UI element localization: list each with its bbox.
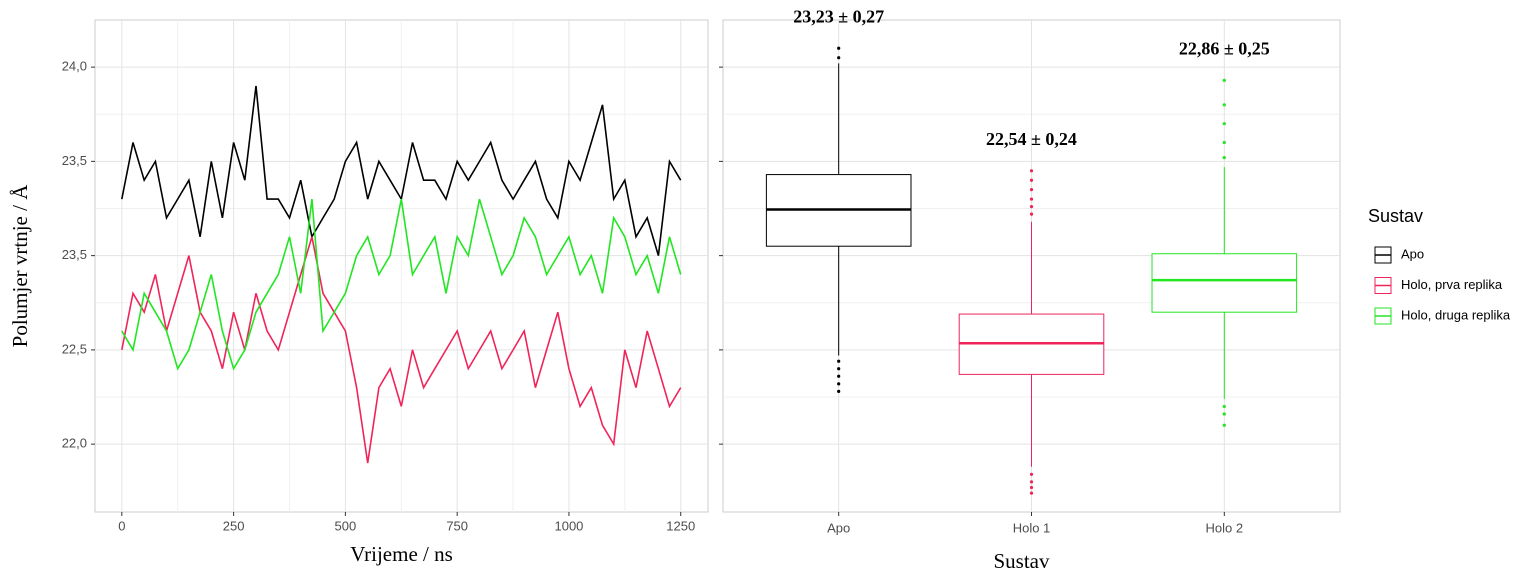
y-tick-label: 24,0 bbox=[62, 59, 87, 74]
x-tick-label: 750 bbox=[446, 518, 468, 533]
x-axis-title: Sustav bbox=[993, 549, 1050, 573]
outlier bbox=[1222, 122, 1226, 126]
annotation: 22,54 ± 0,24 bbox=[986, 129, 1077, 149]
outlier bbox=[837, 46, 841, 50]
x-tick-label: Apo bbox=[827, 520, 850, 535]
x-tick-label: 0 bbox=[118, 518, 125, 533]
outlier bbox=[1029, 472, 1034, 476]
x-tick-label: 500 bbox=[335, 518, 357, 533]
outlier bbox=[1029, 197, 1034, 201]
outlier bbox=[837, 382, 841, 386]
outlier bbox=[1222, 404, 1226, 409]
box bbox=[1151, 253, 1298, 313]
y-tick-label: 23,5 bbox=[62, 153, 87, 168]
y-tick-label: 22,5 bbox=[62, 341, 87, 356]
x-axis-title: Vrijeme / ns bbox=[350, 542, 453, 566]
y-tick-label: 22,0 bbox=[62, 436, 87, 451]
outlier bbox=[1222, 78, 1226, 82]
x-tick-label: 1000 bbox=[554, 518, 583, 533]
outlier bbox=[837, 367, 841, 371]
outlier bbox=[1222, 103, 1226, 107]
x-tick-label: 250 bbox=[223, 518, 245, 533]
outlier bbox=[1222, 156, 1226, 160]
legend-label: Holo, prva replika bbox=[1401, 277, 1503, 292]
outlier bbox=[1029, 169, 1034, 173]
outlier bbox=[1029, 485, 1034, 490]
outlier bbox=[1029, 188, 1034, 192]
legend-label: Holo, druga replika bbox=[1401, 307, 1511, 322]
annotation: 22,86 ± 0,25 bbox=[1179, 38, 1270, 58]
outlier bbox=[1029, 205, 1034, 209]
outlier bbox=[1029, 178, 1034, 182]
outlier bbox=[1222, 412, 1226, 416]
line-series bbox=[121, 236, 682, 464]
outlier bbox=[1029, 491, 1034, 495]
outlier bbox=[1222, 423, 1226, 427]
annotation: 23,23 ± 0,27 bbox=[793, 6, 884, 26]
outlier bbox=[837, 359, 841, 363]
legend-label: Apo bbox=[1401, 246, 1424, 261]
legend-title: Sustav bbox=[1368, 206, 1423, 226]
outlier bbox=[1029, 480, 1034, 484]
outlier bbox=[837, 56, 841, 60]
y-axis-title: Polumjer vrtnje / Å bbox=[8, 184, 32, 348]
outlier bbox=[837, 389, 841, 393]
x-tick-label: Holo 1 bbox=[1013, 520, 1051, 535]
outlier bbox=[1222, 140, 1226, 145]
line-series bbox=[121, 198, 682, 371]
x-tick-label: Holo 2 bbox=[1206, 520, 1244, 535]
y-tick-label: 23,5 bbox=[62, 247, 87, 262]
outlier bbox=[837, 374, 841, 378]
x-tick-label: 1250 bbox=[666, 518, 695, 533]
outlier bbox=[1029, 212, 1034, 216]
